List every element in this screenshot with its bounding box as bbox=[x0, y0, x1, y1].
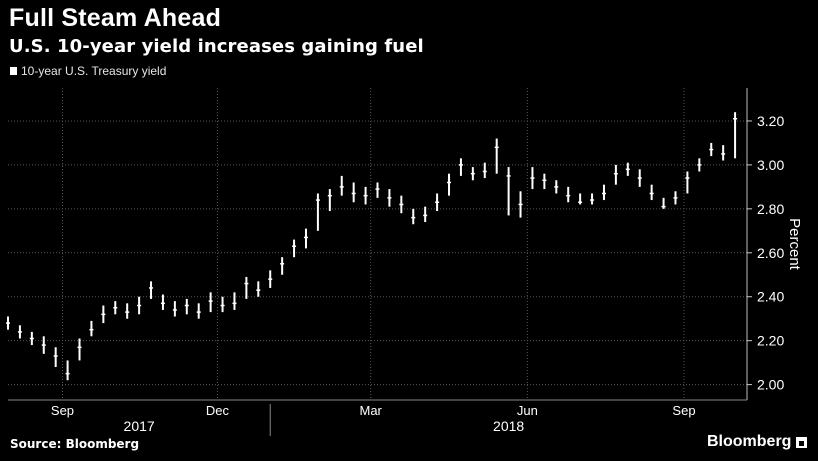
x-tick-label: Sep bbox=[672, 403, 695, 418]
brand-mark-icon bbox=[796, 436, 808, 448]
x-tick-label: Jun bbox=[517, 403, 538, 418]
brand-logo: Bloomberg bbox=[707, 433, 808, 451]
y-tick-label: 3.20 bbox=[757, 113, 784, 129]
y-tick-label: 2.80 bbox=[757, 201, 784, 217]
legend-label: 10-year U.S. Treasury yield bbox=[21, 64, 167, 78]
y-tick-label: 2.00 bbox=[757, 377, 784, 393]
year-label: 2018 bbox=[493, 418, 524, 434]
year-label: 2017 bbox=[124, 418, 155, 434]
y-tick-label: 3.00 bbox=[757, 157, 784, 173]
chart-title: Full Steam Ahead bbox=[9, 4, 222, 32]
y-tick-label: 2.60 bbox=[757, 245, 784, 261]
x-tick-label: Dec bbox=[206, 403, 230, 418]
legend-swatch bbox=[10, 67, 17, 75]
x-tick-label: Sep bbox=[51, 403, 74, 418]
brand-text: Bloomberg bbox=[707, 433, 792, 450]
y-axis-label: Percent bbox=[786, 218, 803, 271]
y-tick-label: 2.40 bbox=[757, 289, 784, 305]
legend: 10-year U.S. Treasury yield bbox=[10, 64, 166, 78]
chart-subtitle: U.S. 10-year yield increases gaining fue… bbox=[9, 36, 424, 57]
x-tick-label: Mar bbox=[359, 403, 382, 418]
source-note: Source: Bloomberg bbox=[10, 437, 140, 451]
y-tick-label: 2.20 bbox=[757, 333, 784, 349]
